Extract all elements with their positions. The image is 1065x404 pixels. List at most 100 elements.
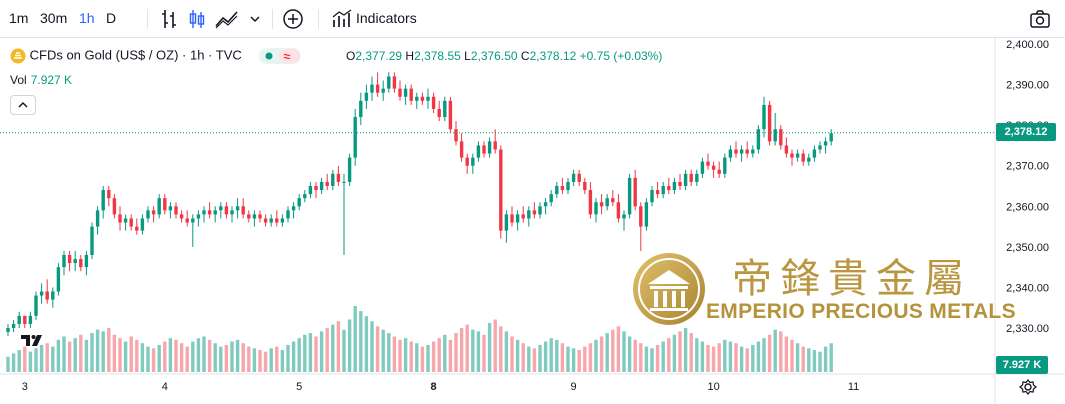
- volume-bar: [107, 328, 111, 372]
- volume-legend: Vol 7.927 K: [10, 73, 72, 87]
- timeframe-d[interactable]: D: [106, 10, 117, 26]
- volume-bar: [779, 331, 783, 372]
- price-change: +0.75 (+0.03%): [579, 49, 663, 63]
- volume-bar: [465, 324, 469, 372]
- volume-bar: [415, 343, 419, 372]
- volume-bar: [151, 348, 156, 372]
- candle-body: [504, 214, 509, 231]
- volume-bar: [56, 339, 61, 372]
- candle-body: [499, 149, 503, 231]
- candle-body: [370, 84, 374, 93]
- volume-bar: [174, 339, 178, 372]
- volume-bar: [118, 338, 122, 372]
- candle-body: [790, 153, 794, 158]
- candle-body: [6, 328, 10, 333]
- candle-body: [364, 92, 369, 101]
- candle-body: [56, 267, 61, 292]
- volume-bar: [437, 338, 441, 372]
- candle-body: [560, 186, 565, 191]
- volume-bar: [683, 328, 688, 372]
- candle-body: [639, 206, 643, 227]
- candle-body: [219, 206, 223, 211]
- candle-body: [605, 198, 609, 207]
- candle-body: [73, 259, 77, 264]
- candle-body: [549, 194, 553, 203]
- collapse-legend-button[interactable]: [10, 95, 36, 115]
- volume-bar: [633, 339, 637, 372]
- candle-body: [235, 206, 240, 211]
- volume-bar: [90, 333, 94, 372]
- y-tick-label: 2,390.00: [1006, 80, 1049, 92]
- candle-body: [39, 291, 44, 296]
- candle-body: [303, 194, 307, 199]
- x-tick-label: 9: [571, 381, 577, 393]
- volume-label[interactable]: Vol: [10, 73, 27, 87]
- volume-bar: [532, 348, 537, 372]
- indicators-icon[interactable]: [331, 8, 353, 30]
- bar-chart-type-icon[interactable]: [160, 8, 178, 30]
- candle-body: [308, 186, 313, 195]
- volume-bar: [616, 326, 621, 372]
- price-chart[interactable]: 2,400.002,390.002,380.002,370.002,360.00…: [0, 38, 1065, 404]
- volume-bar: [426, 344, 430, 372]
- candle-body: [224, 206, 229, 215]
- volume-bar: [381, 329, 385, 372]
- x-tick-label: 3: [22, 381, 28, 393]
- candle-body: [280, 218, 285, 223]
- candle-body: [801, 153, 805, 162]
- volume-bar: [179, 343, 184, 372]
- candle-body: [123, 218, 128, 223]
- gold-symbol-icon: [10, 48, 26, 64]
- candle-body: [403, 88, 408, 97]
- open-value: 2,377.29: [355, 49, 403, 63]
- symbol-title[interactable]: CFDs on Gold (US$ / OZ) · 1h · TVC: [29, 47, 242, 63]
- volume-bar: [818, 351, 822, 372]
- volume-bar: [123, 341, 128, 372]
- indicators-button[interactable]: Indicators: [356, 10, 417, 26]
- volume-bar: [247, 346, 251, 372]
- candle-body: [667, 186, 671, 191]
- market-status-icon[interactable]: [259, 47, 302, 65]
- volume-bar: [308, 333, 313, 372]
- candle-body: [398, 88, 402, 97]
- volume-bar: [689, 333, 693, 372]
- candle-body: [818, 145, 822, 150]
- candle-body: [476, 145, 481, 158]
- candle-body: [611, 198, 615, 203]
- area-chart-type-icon[interactable]: [214, 8, 240, 30]
- chevron-down-icon[interactable]: [248, 8, 262, 30]
- timeframe-30m[interactable]: 30m: [40, 10, 68, 26]
- timeframe-1m[interactable]: 1m: [9, 10, 29, 26]
- candle-body: [62, 254, 66, 268]
- candle-body: [784, 145, 789, 154]
- volume-bar: [700, 341, 705, 372]
- candle-body: [196, 214, 201, 219]
- candle-body: [812, 149, 817, 158]
- add-compare-icon[interactable]: [282, 8, 304, 30]
- candle-body: [627, 177, 632, 215]
- volume-bar: [129, 336, 133, 372]
- volume-bar: [650, 348, 654, 372]
- volume-bar: [795, 343, 800, 372]
- volume-bar: [241, 343, 245, 372]
- volume-bar: [611, 329, 615, 372]
- volume-bar: [62, 336, 66, 372]
- tradingview-logo[interactable]: [20, 332, 46, 348]
- volume-bar: [297, 338, 301, 372]
- timeframe-1h[interactable]: 1h: [79, 10, 95, 26]
- candle-body: [291, 206, 296, 211]
- candle-body: [51, 291, 55, 300]
- volume-bar: [157, 344, 161, 372]
- candle-body: [297, 198, 301, 207]
- volume-bar: [448, 339, 453, 372]
- volume-bar: [599, 336, 604, 372]
- candle-body: [11, 323, 16, 328]
- candle-body: [661, 186, 665, 195]
- volume-bar: [476, 331, 481, 372]
- camera-icon[interactable]: [1029, 8, 1051, 30]
- volume-bar: [84, 339, 89, 372]
- x-tick-label: 10: [707, 381, 719, 393]
- candle-chart-type-icon[interactable]: [188, 8, 206, 30]
- settings-gear-icon[interactable]: [1019, 378, 1037, 396]
- candle-body: [454, 129, 458, 142]
